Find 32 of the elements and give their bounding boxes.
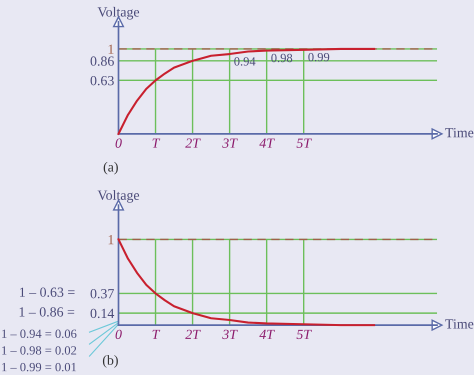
x-tick-label: 4T <box>259 138 275 148</box>
y-tick-label: 0.63 <box>90 76 114 86</box>
x-tick-label: T <box>152 330 160 339</box>
x-axis-title: Time <box>445 319 474 329</box>
annotation: 0.99 <box>308 52 330 62</box>
y-tick-label: 0.14 <box>90 308 114 318</box>
x-tick-label: 4T <box>259 330 275 339</box>
text: 1 – 0.63 = <box>20 288 75 297</box>
x-tick-label: 2T <box>185 138 201 148</box>
text: (a) <box>104 162 118 174</box>
x-tick-label: 0 <box>116 138 122 148</box>
y-tick-label: 1 <box>108 235 114 244</box>
y-axis-title: Voltage <box>98 190 140 203</box>
x-tick-label: 5T <box>296 330 312 340</box>
text: 1 – 0.99 = 0.01 <box>2 362 76 372</box>
y-tick-label: 0.86 <box>90 56 114 66</box>
y-axis-title: Voltage <box>98 6 140 20</box>
y-tick-label: 0.37 <box>90 288 114 298</box>
line-series <box>117 48 376 135</box>
x-tick-label: 0 <box>116 330 122 340</box>
text: 1 – 0.86 = <box>20 307 74 317</box>
line-series <box>117 238 376 326</box>
x-axis-title: Time <box>445 128 474 138</box>
text: (b) <box>102 355 118 368</box>
x-tick-label: 3T <box>222 138 238 148</box>
text: 1 – 0.98 = 0.02 <box>2 346 76 355</box>
x-tick-label: 5T <box>296 138 312 148</box>
x-tick-label: 3T <box>222 330 238 340</box>
text: 1 – 0.94 = 0.06 <box>2 330 76 338</box>
y-tick-label: 1 <box>108 44 114 54</box>
x-tick-label: 2T <box>185 330 201 339</box>
x-tick-label: T <box>152 138 160 148</box>
